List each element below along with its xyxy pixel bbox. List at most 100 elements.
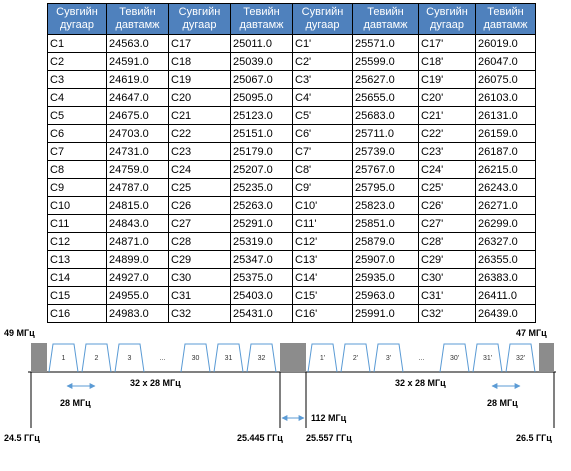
table-row: C15 24955.0 C31 25403.0 C15' 25963.0 C31' 26411… xyxy=(47,286,536,305)
center-frequency-cell: 25375.0 xyxy=(230,268,293,287)
channel-label: 31' xyxy=(483,355,492,362)
guard-right-label: 47 МГц xyxy=(516,328,547,338)
channel-number-cell: C30 xyxy=(168,268,231,287)
guard-band-center xyxy=(280,343,306,372)
channel-number-cell: C17 xyxy=(168,34,231,53)
channel-number-cell: C9 xyxy=(47,178,107,197)
center-frequency-cell: 25039.0 xyxy=(230,52,293,71)
header-center-frequency: Тевийн давтамж xyxy=(475,3,536,35)
channel-shape xyxy=(472,343,503,373)
center-frequency-cell: 26075.0 xyxy=(475,70,536,89)
center-frequency-cell: 24927.0 xyxy=(106,268,169,287)
table-row: C14 24927.0 C30 25375.0 C14' 25935.0 C30' 26383… xyxy=(47,268,536,287)
guard-left-label: 49 МГц xyxy=(4,328,35,338)
center-frequency-cell: 24815.0 xyxy=(106,196,169,215)
center-frequency-cell: 26187.0 xyxy=(475,142,536,161)
channel-number-cell: C18' xyxy=(418,52,476,71)
channel-label: 32 xyxy=(258,355,266,362)
center-frequency-cell: 26103.0 xyxy=(475,88,536,107)
channel-number-cell: C4 xyxy=(47,88,107,107)
table-row: C3 24619.0 C19 25067.0 C3' 25627.0 C19' 26075.0 xyxy=(47,70,536,89)
channel-number-cell: C22 xyxy=(168,124,231,143)
channel-number-cell: C29 xyxy=(168,250,231,269)
channel-number-cell: C9' xyxy=(292,178,353,197)
channel-number-cell: C32' xyxy=(418,304,476,323)
channel-number-cell: C14 xyxy=(47,268,107,287)
channel-number-cell: C19 xyxy=(168,70,231,89)
left-channel-group: 1 2 3... 30 31 32 xyxy=(48,343,277,373)
channel-number-cell: C17' xyxy=(418,34,476,53)
channel-number-cell: C6 xyxy=(47,124,107,143)
channel-number-cell: C30' xyxy=(418,268,476,287)
right-band-label: 32 x 28 МГц xyxy=(395,378,446,388)
freq-mid-right-label: 25.557 ГГц xyxy=(306,433,352,443)
center-frequency-cell: 25347.0 xyxy=(230,250,293,269)
center-frequency-cell: 25991.0 xyxy=(352,304,419,323)
center-frequency-cell: 26243.0 xyxy=(475,178,536,197)
center-frequency-cell: 25963.0 xyxy=(352,286,419,305)
channel-label: 2 xyxy=(95,355,99,362)
center-frequency-cell: 25431.0 xyxy=(230,304,293,323)
channel-number-cell: C23 xyxy=(168,142,231,161)
channel-number-cell: C28 xyxy=(168,232,231,251)
center-frequency-cell: 25795.0 xyxy=(352,178,419,197)
channel-ellipsis: ... xyxy=(419,355,425,362)
channel-number-cell: C27 xyxy=(168,214,231,233)
channel-ellipsis: ... xyxy=(160,355,166,362)
center-frequency-cell: 24899.0 xyxy=(106,250,169,269)
channel-number-cell: C25 xyxy=(168,178,231,197)
channel-number-cell: C15' xyxy=(292,286,353,305)
channel-number-cell: C31' xyxy=(418,286,476,305)
channel-number-cell: C20 xyxy=(168,88,231,107)
center-frequency-cell: 25683.0 xyxy=(352,106,419,125)
center-frequency-cell: 25879.0 xyxy=(352,232,419,251)
channel-number-cell: C16' xyxy=(292,304,353,323)
table-row: C9 24787.0 C25 25235.0 C9' 25795.0 C25' 26243.0 xyxy=(47,178,536,197)
header-center-frequency: Тевийн давтамж xyxy=(230,3,293,35)
channel-number-cell: C4' xyxy=(292,88,353,107)
center-frequency-cell: 26019.0 xyxy=(475,34,536,53)
channel-shape xyxy=(246,343,277,373)
table-header-row: Сувгийн дугаар Тевийн давтамж Сувгийн дугаа… xyxy=(47,3,536,35)
channel-shape xyxy=(180,343,211,373)
channel-label: 1 xyxy=(62,355,66,362)
table-row: C12 24871.0 C28 25319.0 C12' 25879.0 C28' 26327… xyxy=(47,232,536,251)
center-frequency-cell: 24647.0 xyxy=(106,88,169,107)
header-channel-number: Сувгийн дугаар xyxy=(168,3,231,35)
channel-number-cell: C7 xyxy=(47,142,107,161)
center-frequency-cell: 25123.0 xyxy=(230,106,293,125)
channel-shape xyxy=(340,343,371,373)
channel-number-cell: C8 xyxy=(47,160,107,179)
freq-end-label: 26.5 ГГц xyxy=(516,433,552,443)
center-frequency-cell: 25739.0 xyxy=(352,142,419,161)
header-channel-number: Сувгийн дугаар xyxy=(47,3,107,35)
left-band-label: 32 x 28 МГц xyxy=(130,378,181,388)
channel-label: 3 xyxy=(128,355,132,362)
channel-number-cell: C32 xyxy=(168,304,231,323)
center-frequency-cell: 26383.0 xyxy=(475,268,536,287)
table-row: C11 24843.0 C27 25291.0 C11' 25851.0 C27' 26299… xyxy=(47,214,536,233)
center-frequency-cell: 25655.0 xyxy=(352,88,419,107)
table-row: C4 24647.0 C20 25095.0 C4' 25655.0 C20' 26103.0 xyxy=(47,88,536,107)
header-channel-number: Сувгийн дугаар xyxy=(418,3,476,35)
channel-number-cell: C12 xyxy=(47,232,107,251)
channel-label: 3' xyxy=(386,355,391,362)
channel-number-cell: C25' xyxy=(418,178,476,197)
channel-number-cell: C16 xyxy=(47,304,107,323)
center-frequency-cell: 25823.0 xyxy=(352,196,419,215)
channel-number-cell: C2 xyxy=(47,52,107,71)
right-channel-group: 1' 2' 3'... 30' 31' 32' xyxy=(307,343,536,373)
center-frequency-cell: 25291.0 xyxy=(230,214,293,233)
center-frequency-cell: 25151.0 xyxy=(230,124,293,143)
center-frequency-cell: 24955.0 xyxy=(106,286,169,305)
table-row: C1 24563.0 C17 25011.0 C1' 25571.0 C17' 26019.0 xyxy=(47,34,536,53)
channel-number-cell: C29' xyxy=(418,250,476,269)
channel-label: 30 xyxy=(192,355,200,362)
center-frequency-cell: 24787.0 xyxy=(106,178,169,197)
channel-number-cell: C24 xyxy=(168,160,231,179)
channel-number-cell: C3' xyxy=(292,70,353,89)
table-body: C1 24563.0 C17 25011.0 C1' 25571.0 C17' 26019.0… xyxy=(47,34,536,323)
channel-number-cell: C13' xyxy=(292,250,353,269)
channel-number-cell: C5' xyxy=(292,106,353,125)
center-frequency-cell: 24703.0 xyxy=(106,124,169,143)
